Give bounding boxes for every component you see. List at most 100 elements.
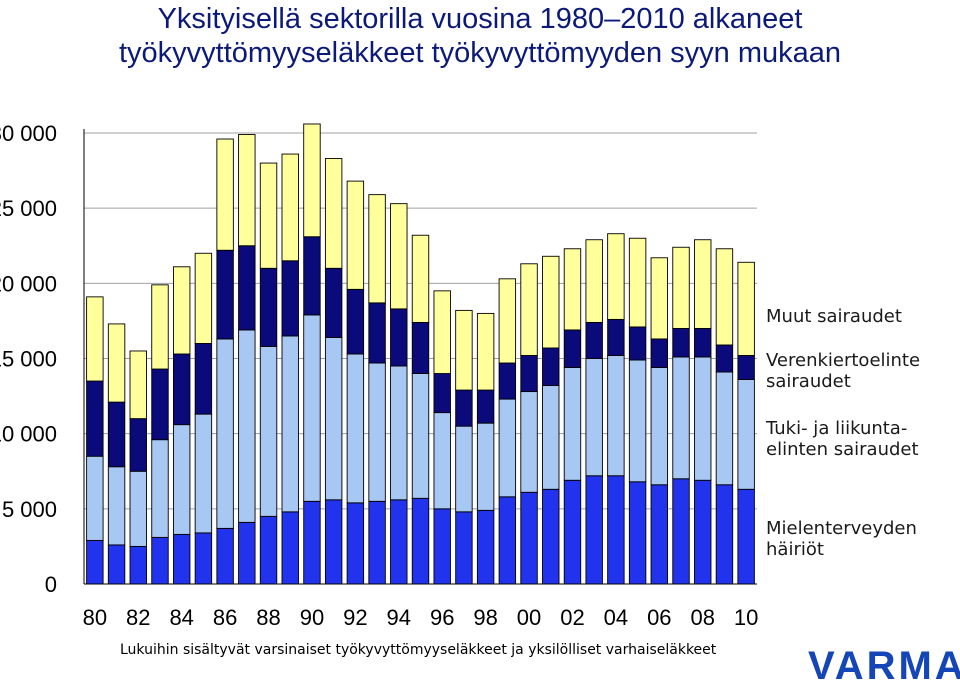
chart-title: Yksityisellä sektorilla vuosina 1980–201… (0, 2, 960, 70)
bar-segment (476, 312, 495, 391)
y-tick-label: 20 000 (0, 271, 57, 296)
bar-segment (498, 362, 517, 400)
bar-segment (411, 234, 430, 323)
y-tick-label: 5 000 (2, 497, 57, 522)
legend-label: häiriöt (766, 539, 824, 560)
bar-segment (194, 413, 213, 534)
x-tick-label: 96 (430, 605, 454, 630)
bar-segment (672, 356, 690, 480)
bar-segment (433, 508, 451, 585)
bar-segment (172, 424, 191, 535)
y-tick-label: 10 000 (0, 422, 57, 447)
bar-segment (303, 123, 321, 238)
bar-segment (607, 233, 625, 320)
bar-segment (368, 500, 386, 585)
bar-segment (476, 509, 495, 585)
bar-segment (650, 484, 669, 585)
bar-segment (281, 153, 299, 262)
bar-segment (585, 239, 603, 323)
bar-segment (607, 318, 625, 356)
bar-segment (585, 475, 603, 585)
x-tick-label: 02 (560, 605, 584, 630)
x-tick-label: 80 (83, 605, 107, 630)
bar-segment (368, 362, 386, 502)
x-tick-label: 10 (734, 605, 758, 630)
bar-segment (694, 239, 712, 329)
bar-segment (281, 335, 299, 513)
y-tick-label: 0 (45, 572, 57, 597)
x-tick-label: 06 (647, 605, 671, 630)
x-tick-label: 94 (387, 605, 411, 630)
bar-segment (86, 296, 104, 382)
bar-segment (216, 338, 234, 529)
bar-segment (324, 499, 343, 585)
bar-segment (694, 327, 712, 358)
bar-segment (455, 511, 473, 585)
bar-segment (498, 278, 517, 364)
bar-segment (129, 350, 147, 420)
bar-segment (259, 346, 278, 517)
bar-segment (563, 329, 582, 368)
chart-title-line-1: Yksityisellä sektorilla vuosina 1980–201… (157, 3, 803, 35)
bar-segment (607, 475, 625, 585)
bar-segment (737, 488, 755, 585)
stacked-bar-chart: 0 5 000 10 000 15 000 20 000 25 000 30 000 80 82… (0, 121, 920, 630)
bar-segment (281, 511, 299, 585)
bar-segment (628, 359, 647, 483)
bar-segment (303, 500, 321, 585)
bar-segment (172, 533, 191, 585)
x-tick-label: 82 (126, 605, 150, 630)
bar-segment (520, 355, 538, 393)
bar-segment (433, 412, 451, 510)
bar-segment (520, 391, 538, 493)
bar-segment (86, 380, 104, 457)
x-tick-label: 98 (473, 605, 497, 630)
bar-segment (151, 439, 169, 538)
bar-segment (498, 496, 517, 585)
chart-title-line-2: työkyvyttömyyseläkkeet työkyvyttömyyden … (118, 37, 842, 69)
y-tick-label: 30 000 (0, 121, 57, 146)
bar-segment (476, 389, 495, 424)
bar-segment (390, 365, 408, 501)
bar-segment (715, 344, 734, 373)
bar-segment (694, 479, 712, 585)
bar-segment (259, 162, 278, 269)
x-tick-label: 04 (604, 605, 628, 630)
bar-segment (107, 544, 126, 585)
bar-segment (346, 353, 365, 504)
bar-segment (520, 263, 538, 356)
bar-segment (542, 488, 560, 585)
bar-segment (281, 260, 299, 337)
x-tick-label: 88 (256, 605, 280, 630)
bar-segment (194, 252, 213, 344)
bar-segment (672, 246, 690, 329)
bar-segment (628, 237, 647, 328)
y-tick-label: 15 000 (0, 347, 57, 372)
bar-segment (563, 248, 582, 331)
bar-segment (737, 355, 755, 380)
bar-segment (238, 329, 256, 523)
bar-segment (390, 203, 408, 310)
y-tick-label: 25 000 (0, 196, 57, 221)
legend-label: elinten sairaudet (766, 439, 919, 460)
bar-segment (542, 385, 560, 490)
bar-segment (672, 478, 690, 585)
bar-segment (324, 337, 343, 501)
legend-label: sairaudet (766, 371, 851, 392)
bar-segment (194, 532, 213, 585)
bar-segment (238, 134, 256, 247)
x-tick-label: 08 (690, 605, 714, 630)
bar-segment (715, 484, 734, 585)
bar-segment (628, 326, 647, 361)
bar-segment (737, 379, 755, 490)
bar-segment (411, 497, 430, 585)
legend-label: Tuki- ja liikunta- (765, 418, 907, 439)
bar-segment (216, 138, 234, 251)
bar-segment (498, 398, 517, 498)
x-tick-label: 00 (517, 605, 541, 630)
bar-segment (129, 545, 147, 585)
x-tick-label: 90 (300, 605, 324, 630)
bar-segment (368, 194, 386, 304)
bar-segment (563, 367, 582, 481)
bar-segment (542, 255, 560, 349)
